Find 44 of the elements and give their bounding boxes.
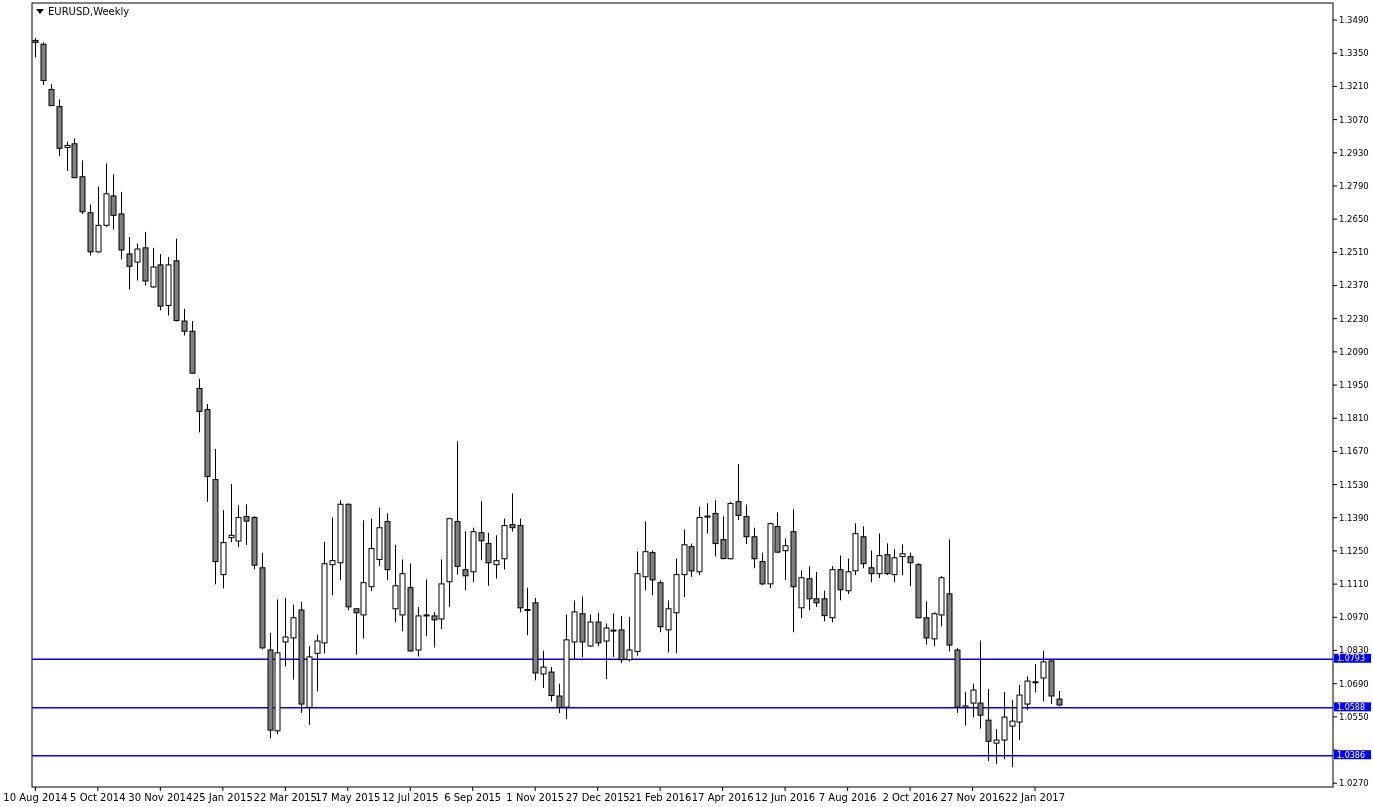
y-tick-label: 1.0550	[1339, 711, 1369, 722]
y-tick-label: 1.0690	[1339, 678, 1369, 689]
chart-title: EURUSD,Weekly	[48, 6, 130, 17]
y-tick-label: 1.0970	[1339, 612, 1369, 623]
x-tick-label: 27 Dec 2015	[565, 792, 630, 803]
x-tick-label: 10 Aug 2014	[3, 792, 68, 803]
x-tick-label: 30 Nov 2014	[128, 792, 193, 803]
y-tick-label: 1.1530	[1339, 479, 1369, 490]
y-tick-label: 1.1110	[1339, 579, 1369, 590]
y-tick-label: 1.1250	[1339, 545, 1369, 556]
y-tick-label: 1.1810	[1339, 413, 1369, 424]
y-tick-label: 1.3210	[1339, 81, 1369, 92]
x-tick-label: 7 Aug 2016	[818, 792, 877, 803]
y-tick-label: 1.0270	[1339, 778, 1369, 789]
y-tick-label: 1.2930	[1339, 147, 1369, 158]
x-tick-label: 22 Mar 2015	[253, 792, 317, 803]
ref-line-label: 1.0588	[1337, 702, 1365, 712]
y-tick-label: 1.2090	[1339, 346, 1369, 357]
y-tick-label: 1.2230	[1339, 313, 1369, 324]
y-tick-label: 1.1950	[1339, 380, 1369, 391]
ref-line-label: 1.0793	[1337, 654, 1365, 664]
x-tick-label: 17 May 2015	[315, 792, 381, 803]
y-tick-label: 1.1670	[1339, 446, 1369, 457]
x-tick-label: 2 Oct 2016	[882, 792, 938, 803]
y-tick-label: 1.1390	[1339, 512, 1369, 523]
x-tick-label: 17 Apr 2016	[691, 792, 754, 803]
ref-line-label: 1.0386	[1337, 750, 1365, 760]
x-tick-label: 5 Oct 2014	[70, 792, 126, 803]
x-tick-label: 12 Jul 2015	[381, 792, 439, 803]
y-tick-label: 1.2510	[1339, 247, 1369, 258]
y-tick-label: 1.2370	[1339, 280, 1369, 291]
x-tick-label: 12 Jun 2016	[755, 792, 816, 803]
y-tick-label: 1.2650	[1339, 214, 1369, 225]
y-tick-label: 1.3350	[1339, 48, 1369, 59]
x-tick-label: 25 Jan 2015	[192, 792, 253, 803]
y-tick-label: 1.0830	[1339, 645, 1369, 656]
y-tick-label: 1.3070	[1339, 114, 1369, 125]
y-tick-label: 1.2790	[1339, 180, 1369, 191]
y-tick-label: 1.3490	[1339, 15, 1369, 26]
x-tick-label: 27 Nov 2016	[940, 792, 1005, 803]
x-tick-label: 1 Nov 2015	[506, 792, 565, 803]
x-tick-label: 6 Sep 2015	[444, 792, 502, 803]
x-tick-label: 21 Feb 2016	[629, 792, 692, 803]
x-tick-label: 22 Jan 2017	[1005, 792, 1066, 803]
